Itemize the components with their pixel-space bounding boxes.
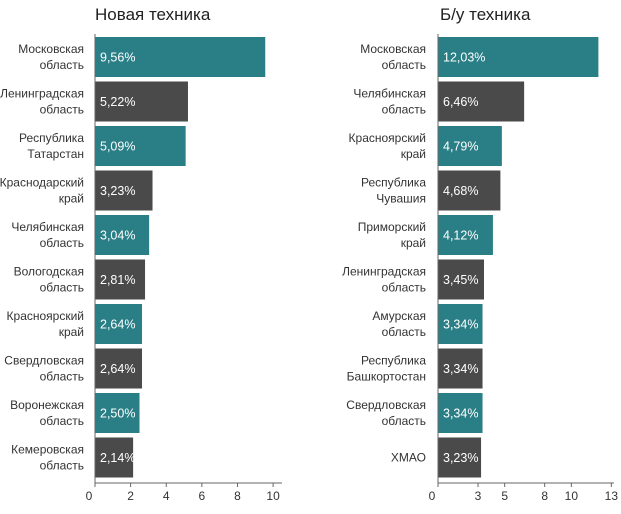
left-bar: [95, 37, 266, 77]
left-x-tick-label: 0: [86, 489, 93, 503]
left-bar: [95, 81, 188, 122]
left-bar-value-label: 2,81%: [100, 273, 135, 287]
right-bar: [438, 437, 482, 478]
left-chart-title: Новая техника: [95, 5, 211, 24]
right-x-tick-label: 0: [429, 489, 436, 503]
right-category-label: Республика Чувашия: [361, 176, 426, 206]
left-bar-value-label: 2,50%: [100, 407, 135, 421]
right-bar: [438, 81, 525, 122]
left-bar-value-label: 3,23%: [100, 184, 135, 198]
right-bar-value-label: 4,79%: [443, 140, 478, 154]
left-bar-value-label: 5,09%: [100, 140, 135, 154]
right-bar: [438, 259, 484, 300]
left-bar-value-label: 2,64%: [100, 362, 135, 376]
right-x-tick-label: 13: [605, 489, 619, 503]
right-category-label: Свердловская область: [346, 398, 426, 428]
right-bar: [438, 304, 483, 344]
left-bar: [95, 393, 140, 433]
left-bar-value-label: 9,56%: [100, 51, 135, 65]
left-bar: [95, 304, 143, 344]
right-x-tick-label: 5: [501, 489, 508, 503]
right-bar: [438, 170, 501, 211]
left-x-tick-label: 4: [163, 489, 170, 503]
right-category-label: Республика Башкортостан: [347, 354, 427, 384]
right-category-label: Челябинская область: [353, 87, 426, 117]
left-bar: [95, 170, 153, 211]
left-category-label: Свердловская область: [4, 354, 84, 384]
right-bar: [438, 37, 599, 77]
left-category-label: Вологодская область: [14, 265, 84, 295]
right-category-label: Приморский край: [358, 220, 426, 250]
left-bar: [95, 348, 143, 389]
left-category-label: Воронежская область: [10, 398, 84, 428]
left-chart-panel: 9,56% Московская область 5,22% Ленинградская…: [0, 34, 282, 503]
left-category-label: Краснодарский край: [0, 176, 84, 206]
right-bar: [438, 393, 483, 433]
right-bar: [438, 126, 502, 166]
left-bar-value-label: 2,14%: [100, 451, 135, 465]
left-bar: [95, 259, 146, 300]
right-category-label: ХМАО: [391, 451, 426, 465]
right-category-label: Ленинградская область: [342, 265, 426, 295]
left-bar: [95, 437, 134, 478]
left-bar: [95, 215, 150, 255]
right-category-label: Амурская область: [372, 309, 426, 339]
right-bar-value-label: 6,46%: [443, 95, 478, 109]
left-x-tick-label: 10: [266, 489, 280, 503]
right-bar: [438, 348, 483, 389]
right-bar: [438, 215, 493, 255]
right-bar-value-label: 4,68%: [443, 184, 478, 198]
right-bar-value-label: 12,03%: [443, 51, 485, 65]
right-bar-value-label: 3,34%: [443, 362, 478, 376]
right-chart-title: Б/у техника: [440, 5, 531, 24]
left-bar-value-label: 5,22%: [100, 95, 135, 109]
left-x-tick-label: 6: [199, 489, 206, 503]
left-category-label: Кемеровская область: [11, 443, 84, 473]
right-chart-panel: 12,03% Московская область 6,46% Челябинская о…: [342, 34, 618, 503]
left-bar: [95, 126, 186, 166]
right-bar-value-label: 3,23%: [443, 451, 478, 465]
left-bar-value-label: 3,04%: [100, 229, 135, 243]
left-x-tick-label: 2: [127, 489, 134, 503]
right-bar-value-label: 3,34%: [443, 318, 478, 332]
right-x-tick-label: 8: [541, 489, 548, 503]
left-category-label: Республика Татарстан: [19, 131, 84, 161]
right-category-label: Московская область: [360, 42, 426, 72]
left-category-label: Московская область: [18, 42, 84, 72]
right-x-tick-label: 3: [475, 489, 482, 503]
left-category-label: Ленинградская область: [0, 87, 84, 117]
left-x-tick-label: 8: [234, 489, 241, 503]
left-bar-value-label: 2,64%: [100, 318, 135, 332]
right-bar-value-label: 3,45%: [443, 273, 478, 287]
left-category-label: Челябинская область: [11, 220, 84, 250]
left-category-label: Красноярский край: [7, 309, 84, 339]
right-bar-value-label: 3,34%: [443, 407, 478, 421]
right-bar-value-label: 4,12%: [443, 229, 478, 243]
right-x-tick-label: 10: [565, 489, 579, 503]
right-category-label: Красноярский край: [349, 131, 426, 161]
